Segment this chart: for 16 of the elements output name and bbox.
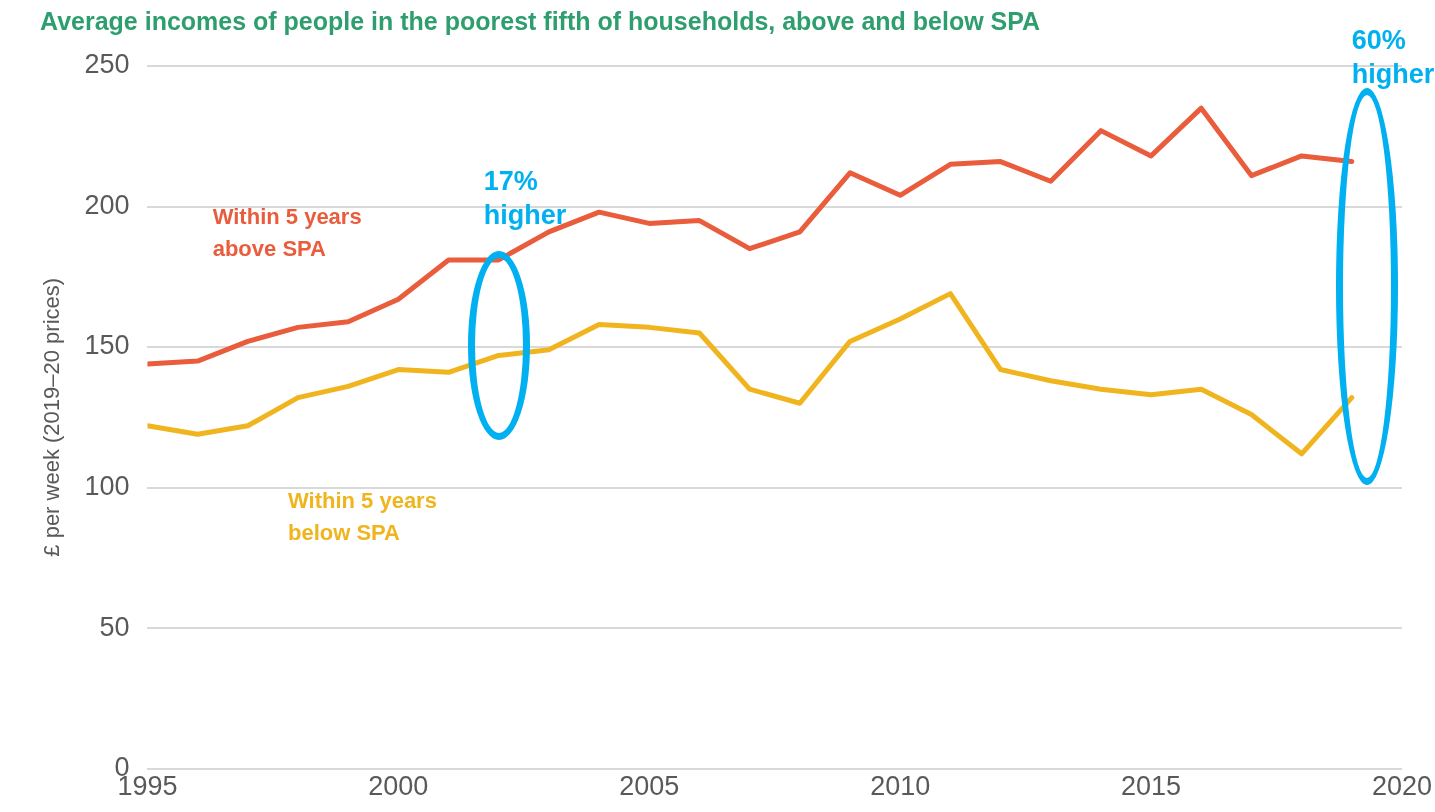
text: Within 5 years above SPA	[212, 203, 362, 261]
y-tick-label: 50	[99, 611, 130, 642]
y-tick-label: 200	[84, 189, 130, 220]
y-tick-label: 250	[84, 49, 130, 80]
y-axis-title: £ per week (2019–20 prices)	[39, 277, 65, 557]
x-tick-label: 2020	[1371, 771, 1433, 802]
chart-title: Average incomes of people in the poorest fifth of households, above and below SPA	[40, 6, 1041, 35]
text: Within 5 years below SPA	[287, 487, 437, 545]
x-tick-label: 2000	[368, 771, 429, 802]
x-tick-label: 2015	[1121, 771, 1182, 802]
annotation: 17% higher	[483, 165, 567, 230]
y-tick-label: 150	[84, 330, 130, 361]
x-tick-label: 2005	[619, 771, 680, 802]
annotation: 60% higher	[1351, 25, 1435, 90]
y-tick-label: 100	[84, 471, 130, 502]
x-tick-label: 2010	[870, 771, 931, 802]
